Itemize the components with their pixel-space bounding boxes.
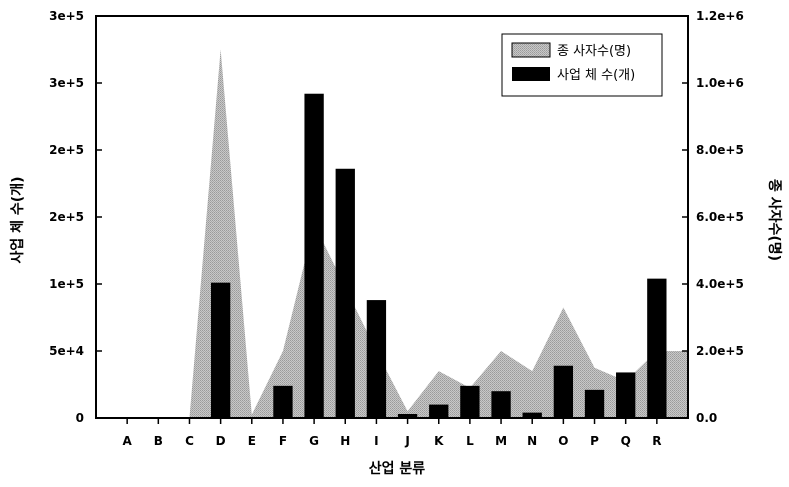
left-tick-label: 2e+5: [49, 210, 84, 224]
legend-swatch-area: [511, 42, 551, 58]
left-axis: 0 5e+4 1e+5 2e+5 2e+5 3e+5 3e+5: [49, 9, 102, 425]
bar-G: [304, 93, 324, 418]
left-tick-label: 0: [76, 411, 84, 425]
left-tick-label: 5e+4: [49, 344, 84, 358]
left-tick-label: 1e+5: [49, 277, 84, 291]
bar-layer: [210, 93, 667, 418]
x-tick-label: E: [248, 434, 256, 448]
right-tick-label: 8.0e+5: [696, 143, 744, 157]
x-tick-label: O: [558, 434, 568, 448]
right-tick-label: 1.2e+6: [696, 9, 744, 23]
x-tick-label: L: [466, 434, 474, 448]
x-tick-label: F: [279, 434, 287, 448]
right-tick-label: 6.0e+5: [696, 210, 744, 224]
bar-I: [366, 300, 387, 418]
x-tick-label: D: [216, 434, 226, 448]
bar-J: [397, 413, 418, 418]
x-tick-label: B: [154, 434, 163, 448]
bar-P: [584, 389, 605, 418]
x-tick-label: P: [590, 434, 599, 448]
area-series-employees: [96, 49, 688, 418]
legend: 종 사자수(명) 사업 체 수(개): [501, 33, 663, 97]
x-tick-label: K: [434, 434, 444, 448]
bar-H: [335, 168, 355, 418]
x-tick-label: I: [374, 434, 378, 448]
left-tick-label: 2e+5: [49, 143, 84, 157]
x-tick-label: R: [652, 434, 661, 448]
x-tick-label: M: [495, 434, 507, 448]
legend-label-bar: 사업 체 수(개): [557, 68, 635, 83]
x-axis-title: 산업 분류: [369, 460, 426, 477]
bar-K: [429, 404, 449, 418]
bar-D: [210, 282, 231, 418]
legend-swatch-bar: [512, 67, 550, 81]
right-tick-label: 1.0e+6: [696, 76, 744, 90]
left-tick-label: 3e+5: [49, 9, 84, 23]
bar-R: [647, 278, 667, 418]
x-tick-label: J: [404, 434, 409, 448]
x-tick-label: H: [340, 434, 350, 448]
right-tick-label: 0.0: [696, 411, 717, 425]
bar-L: [460, 385, 480, 418]
legend-label-area: 종 사자수(명): [557, 44, 631, 59]
bar-M: [491, 391, 511, 418]
right-axis-title: 종 사자수(명): [766, 179, 783, 261]
right-tick-label: 2.0e+5: [696, 344, 744, 358]
x-tick-label: N: [527, 434, 537, 448]
x-axis: A B C D E F G H I J K L M N O P Q R: [123, 418, 661, 448]
x-tick-label: Q: [621, 434, 631, 448]
bar-Q: [616, 372, 636, 418]
x-tick-label: C: [185, 434, 194, 448]
right-tick-label: 4.0e+5: [696, 277, 744, 291]
x-tick-label: G: [309, 434, 319, 448]
bar-N: [522, 412, 542, 418]
bar-O: [553, 365, 574, 418]
area-layer: [96, 49, 688, 418]
x-tick-label: A: [123, 434, 133, 448]
bar-F: [273, 385, 293, 418]
left-axis-title: 사업 체 수(개): [10, 177, 26, 264]
left-tick-label: 3e+5: [49, 76, 84, 90]
right-axis: 0.0 2.0e+5 4.0e+5 6.0e+5 8.0e+5 1.0e+6 1.2e+6: [682, 9, 744, 425]
